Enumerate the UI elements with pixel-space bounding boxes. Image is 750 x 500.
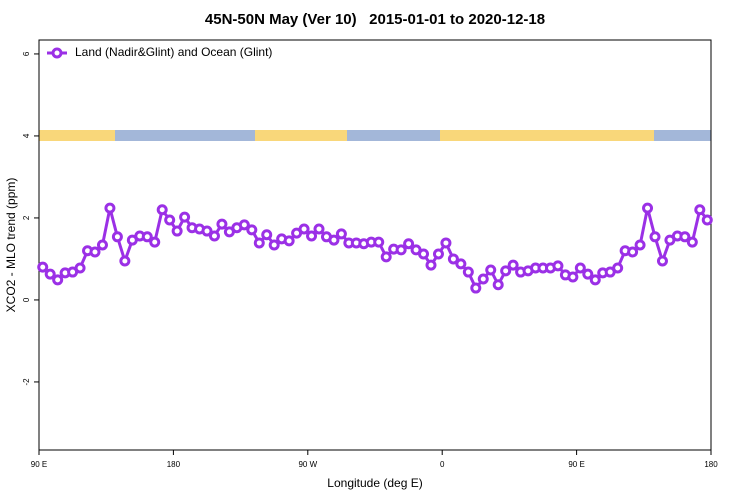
data-point — [306, 230, 318, 242]
data-point — [335, 228, 347, 240]
legend-label: Land (Nadir&Glint) and Ocean (Glint) — [75, 45, 272, 59]
data-point — [447, 253, 459, 265]
data-point — [656, 255, 668, 267]
x-tick-label: 90 E — [568, 460, 584, 469]
y-tick-label: 2 — [22, 215, 31, 220]
data-point — [238, 219, 250, 231]
data-point — [470, 282, 482, 294]
data-point — [298, 223, 310, 235]
data-point — [440, 237, 452, 249]
data-point — [149, 236, 161, 248]
data-point — [201, 225, 213, 237]
y-tick-label: 6 — [22, 51, 31, 56]
data-point — [119, 255, 131, 267]
land — [39, 130, 115, 141]
data-point — [328, 234, 340, 246]
data-point — [432, 248, 444, 260]
data-point — [612, 262, 624, 274]
ocean — [39, 130, 711, 141]
y-axis-label: XCO2 - MLO trend (ppm) — [4, 178, 18, 313]
chart-title: 45N-50N May (Ver 10) 2015-01-01 to 2020-… — [205, 11, 545, 28]
data-point — [403, 238, 415, 250]
data-point — [104, 202, 116, 214]
data-point — [44, 268, 56, 280]
data-point — [455, 258, 467, 270]
data-point — [642, 202, 654, 214]
data-point — [582, 268, 594, 280]
data-point — [74, 262, 86, 274]
data-point — [500, 265, 512, 277]
data-point — [216, 218, 228, 230]
data-point — [425, 259, 437, 271]
data-point — [627, 246, 639, 258]
data-point — [686, 236, 698, 248]
x-tick-label: 90 W — [298, 460, 317, 469]
data-point — [485, 264, 497, 276]
data-point — [156, 204, 168, 216]
x-tick-label: 0 — [440, 460, 445, 469]
x-tick-label: 180 — [167, 460, 181, 469]
data-point — [701, 214, 713, 226]
data-point — [477, 273, 489, 285]
plot-frame — [38, 39, 712, 451]
data-point — [89, 246, 101, 258]
data-point — [208, 230, 220, 242]
data-point — [694, 204, 706, 216]
data-point — [37, 261, 49, 273]
x-tick-label: 180 — [704, 460, 718, 469]
data-point — [96, 239, 108, 251]
x-tick-label: 90 E — [31, 460, 47, 469]
data-point — [567, 271, 579, 283]
y-tick-label: 4 — [22, 133, 31, 138]
data-point — [574, 262, 586, 274]
data-point — [111, 231, 123, 243]
data-point — [552, 260, 564, 272]
y-tick-label: 0 — [22, 297, 31, 302]
data-point — [679, 231, 691, 243]
land — [255, 130, 347, 141]
data-point — [268, 239, 280, 251]
data-point — [164, 214, 176, 226]
data-point — [589, 274, 601, 286]
data-point — [649, 231, 661, 243]
data-point — [141, 231, 153, 243]
data-point — [418, 248, 430, 260]
map-strip — [39, 130, 711, 141]
data-point — [462, 266, 474, 278]
x-axis-label: Longitude (deg E) — [327, 476, 422, 490]
legend-marker — [51, 47, 63, 59]
data-point — [261, 229, 273, 241]
data-point — [395, 244, 407, 256]
data-point — [373, 236, 385, 248]
data-point — [380, 251, 392, 263]
data-point — [253, 237, 265, 249]
data-point — [246, 224, 258, 236]
data-point — [634, 239, 646, 251]
data-point — [52, 274, 64, 286]
data-point — [171, 225, 183, 237]
data-point — [283, 235, 295, 247]
data-point — [507, 259, 519, 271]
data-point — [313, 223, 325, 235]
y-tick-label: -2 — [22, 378, 31, 386]
land — [440, 130, 654, 141]
data-point — [179, 211, 191, 223]
data-point — [492, 279, 504, 291]
